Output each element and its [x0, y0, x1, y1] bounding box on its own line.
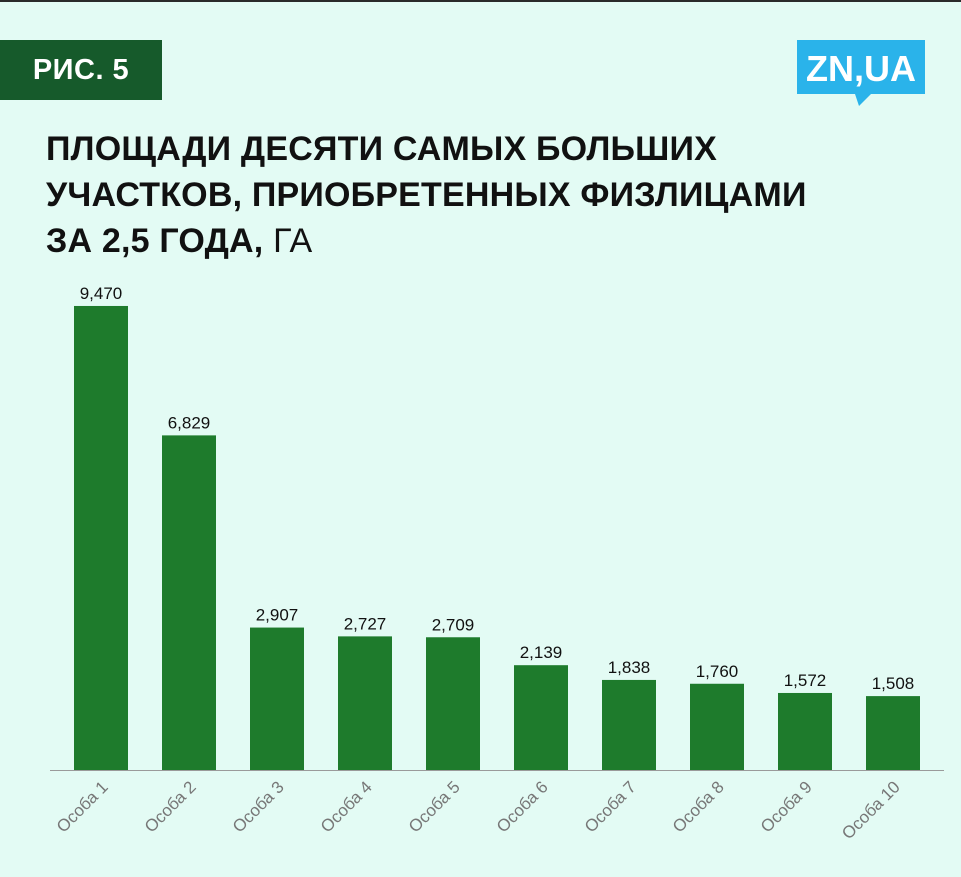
value-label-10: 1,508	[872, 674, 915, 693]
title-line-2: УЧАСТКОВ, ПРИОБРЕТЕННЫХ ФИЗЛИЦАМИ	[46, 176, 807, 214]
title-line-3: ЗА 2,5 ГОДА, ГА	[46, 218, 926, 264]
value-label-5: 2,709	[432, 615, 475, 634]
bar-chart: 9,470 Особа 1 6,829 Особа 2 2,907 Особа 3 2,72…	[50, 284, 944, 843]
chart-title: ПЛОЩАДИ ДЕСЯТИ САМЫХ БОЛЬШИХ УЧАСТКОВ, П…	[46, 126, 926, 264]
figure-badge: РИС. 5	[0, 40, 162, 100]
bar-10	[866, 696, 920, 770]
category-label-2: Особа 2	[141, 777, 200, 836]
zn-ua-logo: ZN,UA	[797, 40, 925, 106]
title-line-1: ПЛОЩАДИ ДЕСЯТИ САМЫХ БОЛЬШИХ	[46, 130, 718, 168]
category-label-3: Особа 3	[229, 777, 288, 836]
bar-5	[426, 637, 480, 770]
category-label-5: Особа 5	[405, 777, 464, 836]
bar-3	[250, 627, 304, 770]
bar-4	[338, 636, 392, 770]
category-label-9: Особа 9	[757, 777, 816, 836]
value-label-2: 6,829	[168, 413, 211, 432]
value-label-3: 2,907	[256, 606, 299, 625]
bar-1	[74, 305, 128, 770]
value-label-4: 2,727	[344, 614, 387, 633]
logo-speech-bubble-shape	[797, 40, 925, 106]
category-label-10: Особа 10	[838, 777, 904, 843]
bar-2	[162, 435, 216, 770]
category-label-8: Особа 8	[669, 777, 728, 836]
category-label-7: Особа 7	[581, 777, 640, 836]
title-line-3-text: ЗА 2,5 ГОДА,	[46, 222, 264, 260]
category-label-4: Особа 4	[317, 777, 376, 836]
bar-7	[602, 679, 656, 770]
value-label-9: 1,572	[784, 671, 827, 690]
value-label-6: 2,139	[520, 643, 563, 662]
top-rule	[0, 0, 961, 2]
value-label-7: 1,838	[608, 658, 651, 677]
bar-8	[690, 683, 744, 770]
value-label-8: 1,760	[696, 662, 739, 681]
value-label-1: 9,470	[80, 284, 123, 303]
logo-text: ZN,UA	[806, 48, 916, 89]
bar-9	[778, 692, 832, 770]
category-label-1: Особа 1	[53, 777, 112, 836]
category-label-6: Особа 6	[493, 777, 552, 836]
title-unit: ГА	[273, 222, 313, 260]
bar-6	[514, 665, 568, 770]
